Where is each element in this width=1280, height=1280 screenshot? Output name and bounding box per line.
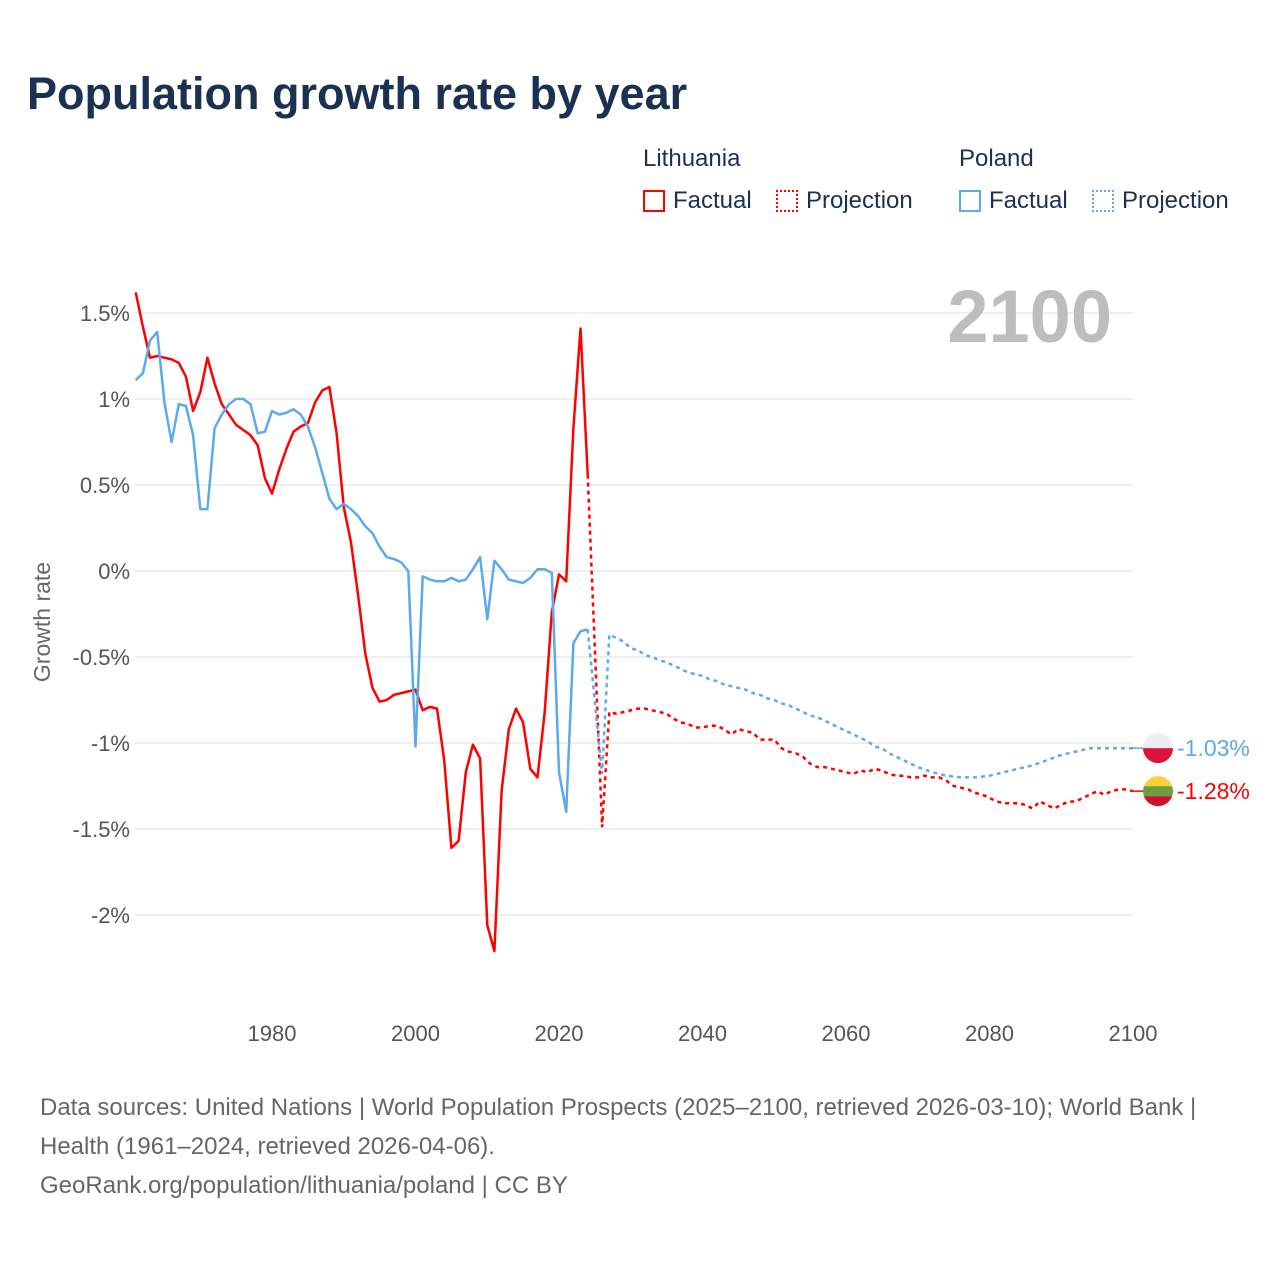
x-tick-label: 2040 xyxy=(678,1021,727,1046)
dotted-swatch-icon xyxy=(1092,190,1114,212)
x-tick-label: 2060 xyxy=(822,1021,871,1046)
legend-poland-projection[interactable]: Projection xyxy=(1092,187,1229,215)
y-tick-label: 1.5% xyxy=(80,301,130,326)
x-tick-label: 2000 xyxy=(391,1021,440,1046)
legend-item-label: Projection xyxy=(1122,187,1229,214)
lithuania-projection-line xyxy=(586,474,1134,828)
poland-end-label: -1.03% xyxy=(1177,735,1250,761)
lithuania-factual-line xyxy=(134,292,589,953)
y-tick-label: 1% xyxy=(98,387,130,412)
poland-factual-line xyxy=(134,330,588,814)
lithuania-end-label: -1.28% xyxy=(1177,778,1250,804)
x-tick-label: 2080 xyxy=(965,1021,1014,1046)
y-tick-label: -1% xyxy=(91,731,130,756)
legend-item-label: Factual xyxy=(673,187,752,214)
solid-swatch-icon xyxy=(643,190,665,212)
y-tick-label: -2% xyxy=(91,903,130,928)
legend-poland-factual[interactable]: Factual xyxy=(959,187,1068,215)
y-tick-label: 0% xyxy=(98,559,130,584)
poland-flag-icon xyxy=(1143,733,1173,764)
dotted-swatch-icon xyxy=(776,190,798,212)
legend-group-label: Lithuania xyxy=(643,145,741,172)
data-sources: Data sources: United Nations | World Pop… xyxy=(40,1094,1197,1160)
legend-lithuania-projection[interactable]: Projection xyxy=(776,187,913,215)
legend-group-label: Poland xyxy=(959,145,1034,172)
solid-swatch-icon xyxy=(959,190,981,212)
y-tick-label: 0.5% xyxy=(80,473,130,498)
legend-lithuania-factual[interactable]: Factual xyxy=(643,187,752,215)
x-tick-label: 2100 xyxy=(1109,1021,1158,1046)
x-tick-label: 1980 xyxy=(248,1021,297,1046)
y-tick-label: -1.5% xyxy=(73,817,130,842)
y-tick-label: -0.5% xyxy=(73,645,130,670)
legend-item-label: Projection xyxy=(806,187,913,214)
legend-item-label: Factual xyxy=(989,187,1068,214)
credit-link[interactable]: GeoRank.org/population/lithuania/poland … xyxy=(40,1172,568,1199)
footer: Data sources: United Nations | World Pop… xyxy=(40,1088,1240,1205)
lithuania-flag-icon xyxy=(1143,776,1173,807)
year-display: 2100 xyxy=(947,275,1112,358)
y-axis-label: Growth rate xyxy=(29,562,55,682)
x-tick-label: 2020 xyxy=(535,1021,584,1046)
poland-projection-line xyxy=(586,629,1133,779)
page-title: Population growth rate by year xyxy=(27,68,688,119)
